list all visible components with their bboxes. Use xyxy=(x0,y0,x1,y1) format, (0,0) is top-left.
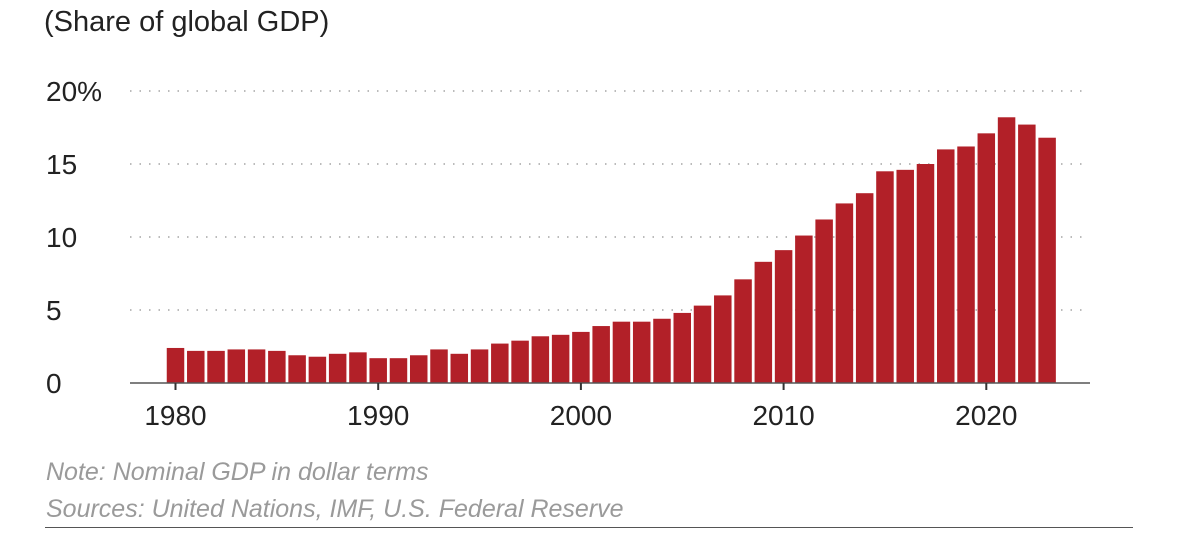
bar-1988 xyxy=(328,353,347,383)
bar-1987 xyxy=(308,356,327,383)
bar-2015 xyxy=(876,171,894,383)
bar-2009 xyxy=(754,261,773,383)
bar-2004 xyxy=(653,318,671,383)
bar-2023 xyxy=(1038,137,1056,383)
x-tick-label: 1990 xyxy=(347,400,409,431)
y-tick-label: 0 xyxy=(46,368,62,399)
bar-2012 xyxy=(815,219,833,383)
bar-1997 xyxy=(511,340,529,383)
bar-1981 xyxy=(187,350,205,383)
bar-1996 xyxy=(491,343,509,383)
bar-2020 xyxy=(977,133,996,383)
bottom-divider xyxy=(45,527,1133,528)
bar-1989 xyxy=(349,352,367,383)
bar-1986 xyxy=(288,355,306,383)
bar-1985 xyxy=(268,350,286,383)
bar-1991 xyxy=(389,358,408,383)
bar-2002 xyxy=(612,321,631,383)
y-tick-label: 20% xyxy=(46,76,102,107)
bar-2021 xyxy=(997,117,1016,383)
bar-2003 xyxy=(632,321,651,383)
bar-1984 xyxy=(247,349,266,383)
x-tick-label: 2010 xyxy=(752,400,814,431)
bar-1999 xyxy=(551,334,570,383)
bar-2008 xyxy=(734,279,752,383)
bar-2016 xyxy=(896,169,914,383)
y-tick-label: 15 xyxy=(46,149,77,180)
bar-1983 xyxy=(227,349,246,383)
bar-1980 xyxy=(166,347,185,383)
y-tick-label: 5 xyxy=(46,295,62,326)
chart-note: Note: Nominal GDP in dollar terms xyxy=(46,458,429,486)
bar-2017 xyxy=(916,164,935,383)
bar-2018 xyxy=(937,149,955,383)
bar-1992 xyxy=(409,355,428,383)
bar-1994 xyxy=(450,353,469,383)
chart-title: (Share of global GDP) xyxy=(44,6,330,38)
bar-2022 xyxy=(1018,124,1036,383)
x-tick-label: 1980 xyxy=(144,400,206,431)
x-tick-label: 2000 xyxy=(550,400,612,431)
bar-1982 xyxy=(207,350,225,383)
bar-2006 xyxy=(693,305,712,383)
y-tick-label: 10 xyxy=(46,222,77,253)
bar-2011 xyxy=(795,235,813,383)
bar-2001 xyxy=(592,326,610,383)
bar-2000 xyxy=(572,331,590,383)
bar-1990 xyxy=(369,358,387,383)
bar-2005 xyxy=(673,312,691,383)
bar-1995 xyxy=(470,349,489,383)
x-tick-label: 2020 xyxy=(955,400,1017,431)
bar-2010 xyxy=(774,250,793,383)
bar-2013 xyxy=(835,203,854,383)
bar-2014 xyxy=(855,193,874,383)
bar-2007 xyxy=(714,295,732,383)
bar-2019 xyxy=(957,146,975,383)
bar-1993 xyxy=(430,349,448,383)
bar-1998 xyxy=(531,336,550,383)
chart-sources: Sources: United Nations, IMF, U.S. Feder… xyxy=(46,495,624,523)
